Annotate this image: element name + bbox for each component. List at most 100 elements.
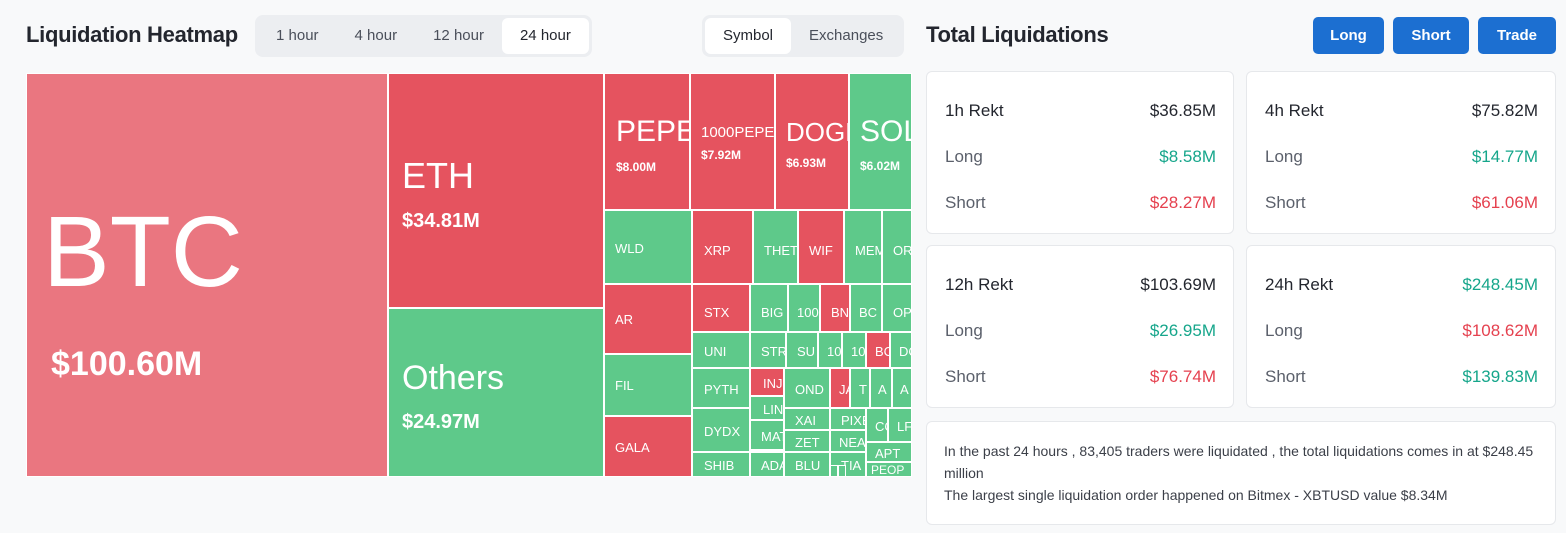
treemap-tile[interactable]: STRK [750,332,786,368]
tab-exchanges[interactable]: Exchanges [809,27,884,44]
tile-value: $7.92M [701,148,742,162]
treemap-tile[interactable]: STX [692,284,750,332]
short-label: Short [1265,367,1306,386]
treemap-tile[interactable]: BLU [784,452,830,477]
treemap-tile[interactable]: NEA [830,430,866,452]
tab-symbol[interactable]: Symbol [705,18,792,54]
treemap-tile[interactable]: MAT [750,420,784,450]
long-value: $26.95M [1149,321,1216,340]
treemap-tile[interactable]: 10 [818,332,842,368]
tab-12-hour[interactable]: 12 hour [433,27,484,44]
treemap-tile[interactable]: LINK [750,396,784,420]
treemap-tile[interactable]: AR [604,284,692,354]
tile-symbol: GALA [615,440,650,455]
treemap-tile[interactable]: DYDX [692,408,750,452]
treemap-tile[interactable]: WLD [604,210,692,284]
treemap-tile[interactable]: PYTH [692,368,750,408]
treemap-tile[interactable]: CC [866,408,888,442]
treemap-tile[interactable]: SHIB [692,452,750,477]
tile-symbol: 10 [827,344,842,359]
long-value: $108.62M [1462,321,1538,340]
treemap-tile[interactable]: UNI [692,332,750,368]
tile-symbol: DOGE [786,117,848,147]
tile-symbol: OND [795,382,824,397]
tile-symbol: LINK [763,402,784,417]
tile-symbol: CC [875,419,887,434]
treemap-tile[interactable]: OND [784,368,830,408]
treemap-tile[interactable]: ETH $34.81M [388,73,604,308]
treemap-tile[interactable]: THET [753,210,798,284]
rekt-card-24h: 24h Rekt $248.45M Long $108.62M Short $139.… [1246,245,1556,408]
tile-symbol: BNB [831,305,850,320]
tab-1-hour[interactable]: 1 hour [276,27,319,44]
tab-4-hour[interactable]: 4 hour [354,27,398,44]
view-mode-tabs: Symbol Exchanges [702,15,905,57]
tile-symbol: APT [875,446,901,461]
treemap-tile[interactable]: DC [890,332,912,368]
long-button[interactable]: Long [1313,17,1384,54]
treemap-tile[interactable]: PIXE [830,408,866,430]
treemap-tile[interactable]: MEM [844,210,882,284]
tile-value: $34.81M [402,210,480,232]
treemap-tile[interactable]: BIG [750,284,788,332]
tile-symbol: BIG [761,305,784,320]
treemap-tile[interactable]: LF [888,408,912,442]
total-liquidations-title: Total Liquidations [926,22,1109,47]
treemap-tile[interactable]: 100 [788,284,820,332]
tile-symbol: BLU [795,458,821,473]
treemap-tile[interactable]: BNB [820,284,850,332]
treemap-tile[interactable]: DOGE $6.93M [775,73,849,210]
rekt-card-1h: 1h Rekt $36.85M Long $8.58M Short $28.27M [926,71,1234,234]
treemap-tile[interactable]: ADA [750,452,784,477]
liquidation-treemap: BTC $100.60M ETH $34.81M Others $24.97M PEPE $8… [26,73,912,477]
treemap-tile[interactable]: A [870,368,892,408]
tile-symbol: MAT [761,429,783,444]
treemap-tile[interactable]: 10 [842,332,866,368]
treemap-tile[interactable]: INJ [750,368,784,396]
short-value: $28.27M [1149,193,1216,212]
treemap-tile[interactable]: BTC $100.60M [26,73,388,477]
short-value: $61.06M [1471,193,1538,212]
tile-symbol: LF [897,419,912,434]
treemap-tile[interactable]: PEPE $8.00M [604,73,690,210]
treemap-tile[interactable]: BC [850,284,882,332]
treemap-tile[interactable]: PEOP [866,462,912,477]
treemap-tile[interactable]: GALA [604,416,692,477]
treemap-tile[interactable]: SU [786,332,818,368]
treemap-tile[interactable]: WIF [798,210,844,284]
trade-button[interactable]: Trade [1478,17,1556,54]
treemap-tile[interactable]: OR [882,210,912,284]
treemap-tile[interactable]: FIL [604,354,692,416]
treemap-tile[interactable] [830,465,838,477]
short-button[interactable]: Short [1393,17,1469,54]
treemap-tile[interactable]: ZET [784,430,830,452]
treemap-tile[interactable] [838,465,846,477]
short-value: $139.83M [1462,367,1538,386]
tile-symbol: A [878,382,887,397]
treemap-tile[interactable]: BC [866,332,890,368]
tab-24-hour[interactable]: 24 hour [501,18,589,54]
tile-value: $8.00M [616,160,657,174]
treemap-tile[interactable]: A [892,368,912,408]
tile-symbol: ZET [795,435,820,450]
tile-symbol: 10 [851,344,866,359]
card-total: $103.69M [1140,275,1216,294]
tile-symbol: ADA [761,458,783,473]
treemap-tile[interactable]: JA [830,368,850,408]
tile-value: $100.60M [51,345,203,383]
tile-symbol: WIF [809,243,833,258]
treemap-tile[interactable]: OP [882,284,912,332]
treemap-tile[interactable]: 1000PEPE $7.92M [690,73,775,210]
tile-symbol: PEPE [616,115,690,148]
treemap-tile[interactable]: T [850,368,870,408]
treemap-tile[interactable]: SOL $6.02M [849,73,912,210]
tile-value: $24.97M [402,411,480,433]
heatmap-title: Liquidation Heatmap [26,22,238,47]
treemap-tile[interactable]: Others $24.97M [388,308,604,477]
tile-symbol: BTC [43,196,243,308]
card-title: 24h Rekt [1265,275,1334,294]
treemap-tile[interactable]: APT [866,442,912,462]
treemap-tile[interactable]: XRP [692,210,753,284]
tile-symbol: DYDX [704,424,741,439]
treemap-tile[interactable]: XAI [784,408,830,430]
